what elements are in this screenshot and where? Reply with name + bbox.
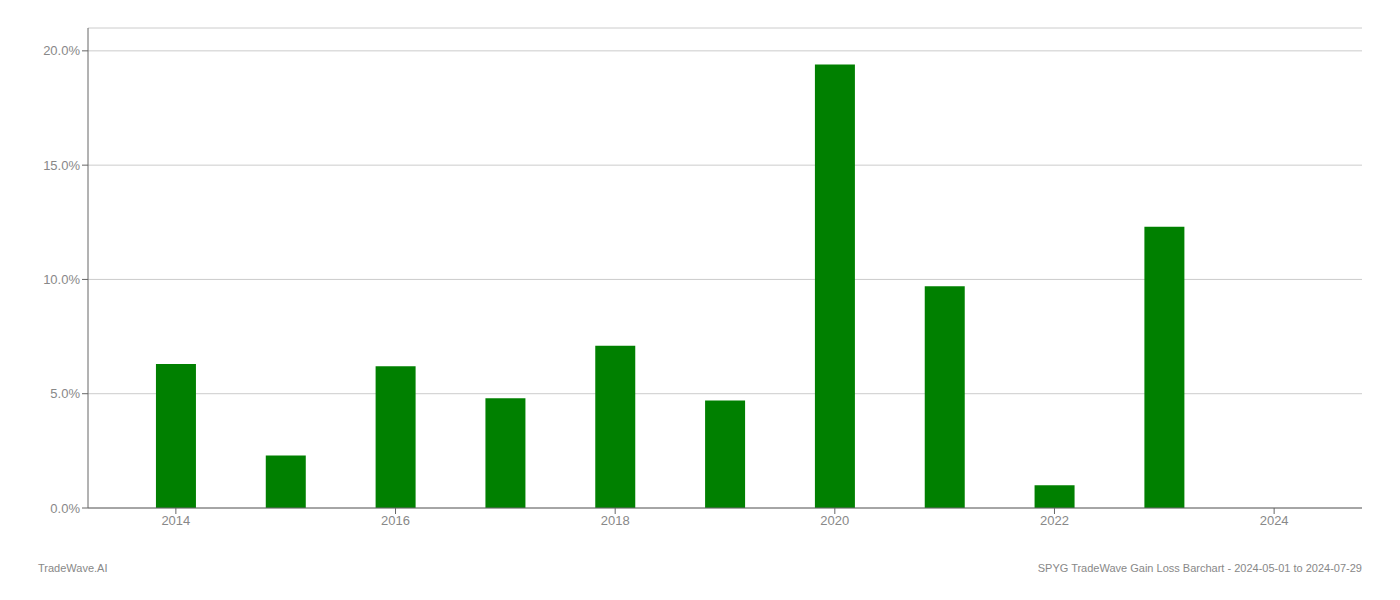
svg-text:0.0%: 0.0% [50,501,80,516]
svg-text:2016: 2016 [381,513,410,528]
html-text:TradeWave.AI: TradeWave.AI [38,562,108,574]
svg-text:20.0%: 20.0% [43,43,80,58]
svg-text:5.0%: 5.0% [50,386,80,401]
svg-text:2018: 2018 [601,513,630,528]
svg-text:2024: 2024 [1260,513,1289,528]
svg-text:10.0%: 10.0% [43,272,80,287]
svg-text:2020: 2020 [820,513,849,528]
svg-text:15.0%: 15.0% [43,158,80,173]
html-text:SPYG TradeWave Gain Loss Barch: SPYG TradeWave Gain Loss Barchart - 2024… [1037,562,1362,574]
svg-text:2014: 2014 [161,513,190,528]
svg-text:2022: 2022 [1040,513,1069,528]
